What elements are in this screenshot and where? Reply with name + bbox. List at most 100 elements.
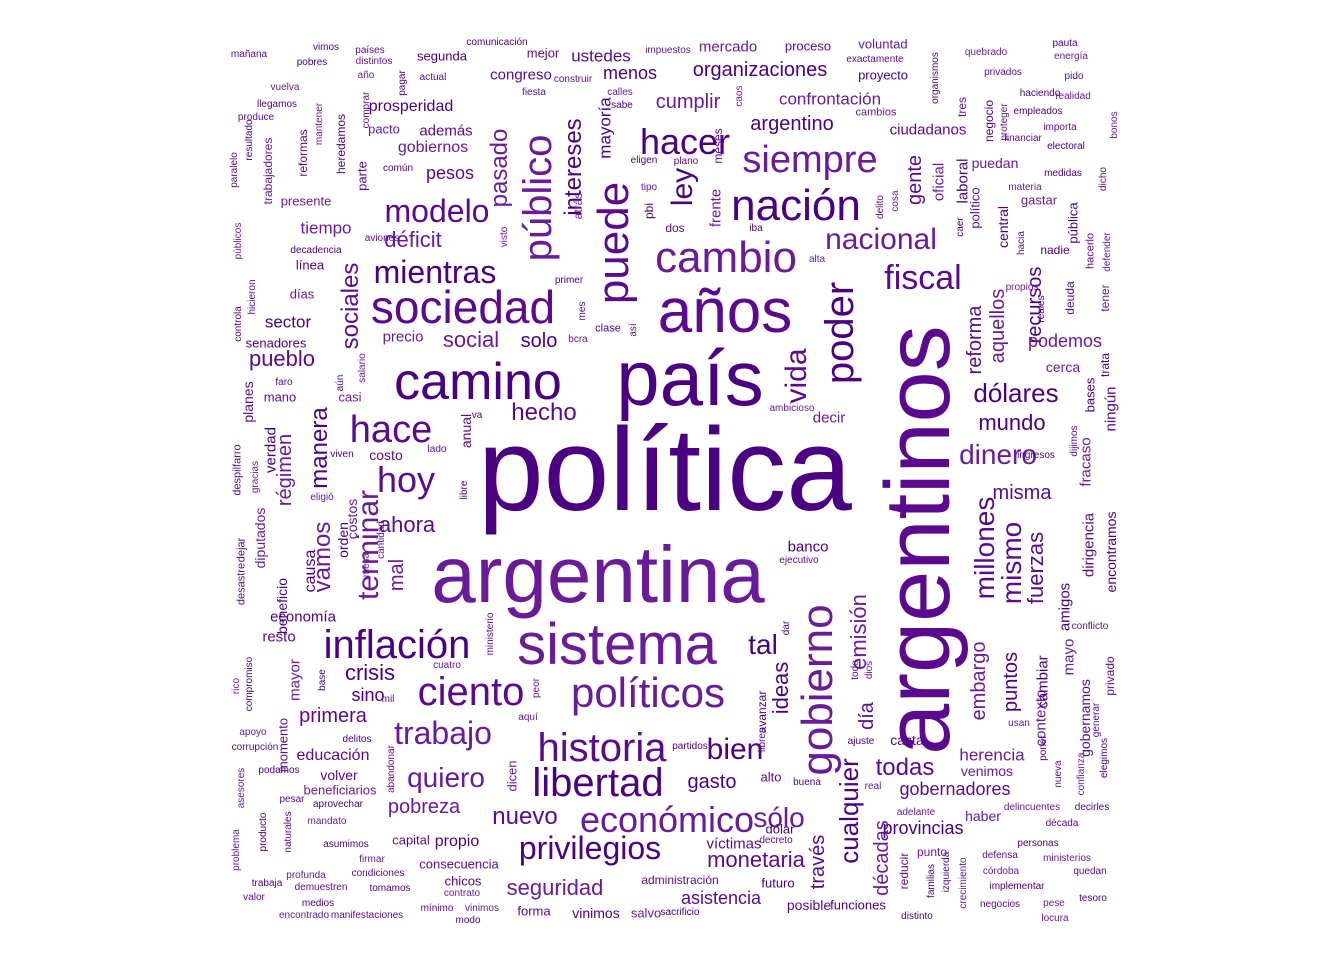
- word-106: resto: [262, 628, 296, 646]
- word-53: emisión: [846, 594, 871, 670]
- word-22: hoy: [376, 459, 436, 500]
- word-39: dólares: [973, 378, 1059, 408]
- word-159: futuro: [761, 875, 795, 891]
- word-151: mejor: [526, 45, 560, 61]
- word-111: banco: [787, 538, 829, 556]
- word-88: ustedes: [571, 46, 631, 66]
- word-173: tener: [1098, 284, 1112, 312]
- word-235: condiciones: [351, 868, 405, 879]
- word-291: reales: [1036, 295, 1047, 323]
- word-60: organizaciones: [692, 59, 828, 81]
- word-184: dos: [665, 221, 685, 235]
- word-135: beneficio: [274, 577, 290, 635]
- word-16: puede: [589, 181, 638, 305]
- word-234: tomamos: [369, 883, 411, 894]
- word-214: quedan: [1073, 866, 1107, 877]
- word-306: haciendo: [1019, 88, 1061, 99]
- word-85: pesos: [425, 163, 475, 183]
- word-217: década: [1045, 818, 1079, 829]
- word-55: monetaria: [707, 847, 805, 872]
- word-200: dios: [864, 660, 875, 680]
- word-243: trabaja: [251, 878, 283, 889]
- word-29: nacional: [825, 223, 937, 256]
- word-299: bonos: [1109, 111, 1120, 139]
- word-97: congreso: [490, 66, 552, 84]
- word-300: electoral: [1047, 141, 1085, 152]
- word-94: educación: [296, 747, 370, 764]
- word-68: aquellos: [987, 288, 1009, 364]
- word-314: impuestos: [645, 45, 691, 56]
- word-134: diputados: [252, 507, 268, 569]
- word-226: conflicto: [1071, 621, 1109, 632]
- word-58: primera: [299, 705, 367, 727]
- word-110: mercado: [698, 38, 758, 56]
- word-64: gente: [904, 154, 926, 206]
- word-324: común: [382, 163, 414, 174]
- word-216: personas: [1017, 838, 1059, 849]
- word-224: usan: [1008, 718, 1030, 729]
- word-263: eligió: [310, 492, 334, 503]
- word-28: modelo: [384, 193, 490, 229]
- word-315: comunicación: [466, 37, 528, 48]
- word-158: presente: [280, 193, 332, 209]
- word-33: bien: [706, 733, 764, 766]
- word-301: importa: [1043, 122, 1077, 133]
- word-179: trabajadores: [261, 137, 275, 205]
- word-131: cerca: [1045, 359, 1081, 375]
- word-296: materia: [1008, 182, 1042, 193]
- word-258: compromiso: [244, 656, 255, 712]
- word-211: negocios: [979, 899, 1021, 910]
- word-207: distinto: [901, 911, 933, 922]
- word-109: víctimas: [706, 835, 762, 853]
- word-181: meses: [711, 128, 725, 164]
- word-141: central: [995, 205, 1011, 249]
- word-249: aprovechar: [312, 799, 364, 810]
- word-66: puntos: [1000, 651, 1022, 713]
- word-180: heredamos: [334, 113, 348, 175]
- word-287: cosa: [890, 190, 901, 212]
- word-171: nadie: [1040, 243, 1070, 257]
- word-80: mal: [386, 558, 408, 592]
- word-143: gastar: [1020, 192, 1058, 208]
- word-327: pagar: [397, 70, 408, 96]
- word-187: desastre: [235, 562, 248, 606]
- word-206: crecimiento: [958, 857, 969, 909]
- word-144: pública: [1065, 202, 1081, 244]
- word-45: manera: [306, 407, 333, 489]
- word-261: viven: [330, 449, 354, 460]
- word-4: años: [657, 277, 793, 346]
- word-297: medidas: [1044, 168, 1082, 179]
- word-164: beneficiarios: [303, 782, 377, 798]
- word-321: eligen: [630, 155, 658, 166]
- word-308: energía: [1054, 51, 1088, 62]
- word-285: iba: [749, 223, 763, 234]
- word-175: privado: [1103, 656, 1117, 696]
- word-281: bcra: [568, 334, 588, 345]
- word-236: firmar: [359, 854, 385, 865]
- word-27: mientras: [373, 254, 497, 290]
- word-340: paralelo: [229, 152, 240, 188]
- word-251: asesores: [236, 767, 247, 809]
- word-15: nación: [731, 181, 861, 230]
- word-284: alta: [808, 254, 826, 265]
- word-182: atrás: [571, 192, 585, 220]
- word-210: implementar: [989, 881, 1045, 892]
- word-209: córdoba: [982, 866, 1020, 877]
- word-13: ciento: [417, 670, 525, 714]
- word-123: amigos: [1056, 582, 1074, 632]
- word-256: abandonar: [386, 745, 397, 793]
- word-311: quebrado: [964, 47, 1008, 58]
- word-129: orden: [335, 522, 351, 558]
- word-152: días: [289, 286, 315, 302]
- word-100: ciudadanos: [889, 121, 967, 139]
- word-199: todo: [850, 660, 861, 680]
- word-121: gobernamos: [1077, 679, 1093, 757]
- word-75: gasto: [687, 771, 737, 793]
- word-290: propios: [1005, 282, 1039, 293]
- word-108: economía: [270, 608, 336, 626]
- word-245: problema: [231, 829, 242, 871]
- word-35: quiero: [407, 762, 485, 793]
- word-230: vinimos: [465, 903, 499, 914]
- word-318: sabe: [611, 100, 633, 111]
- word-96: prosperidad: [368, 98, 454, 115]
